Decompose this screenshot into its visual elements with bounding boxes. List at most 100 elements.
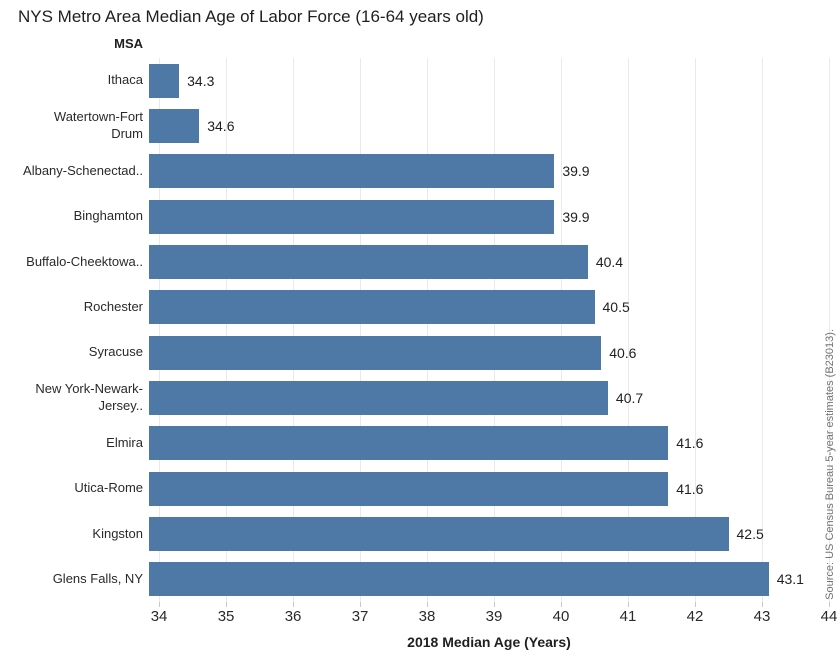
gridline: [628, 58, 629, 602]
bar[interactable]: [149, 63, 180, 98]
bar-value-label: 41.6: [676, 435, 704, 452]
category-label-line: Drum: [111, 125, 143, 141]
category-label: Albany-Schenectad..: [0, 149, 143, 194]
bar[interactable]: [149, 380, 608, 415]
bar-row: 39.9: [149, 149, 829, 194]
x-tick-mark: [762, 602, 763, 607]
x-tick-mark: [494, 602, 496, 607]
category-label: Watertown-Fort Drum: [0, 103, 143, 148]
gridline: [762, 58, 763, 602]
bar-row: 40.5: [149, 285, 829, 330]
source-note: Source: US Census Bureau 5-year estimate…: [824, 329, 836, 600]
bar-value-label: 40.6: [609, 344, 637, 361]
bar-row: 41.6: [149, 466, 829, 511]
bar-value-label: 40.7: [615, 389, 644, 406]
x-tick-mark: [561, 602, 563, 607]
x-tick-mark: [159, 602, 161, 607]
x-axis-title: 2018 Median Age (Years): [407, 634, 571, 650]
x-tick-mark: [695, 602, 696, 607]
bar[interactable]: [149, 471, 669, 506]
bar-row: 42.5: [149, 511, 829, 556]
bar-value-label: 39.9: [562, 208, 590, 225]
x-tick-label: 34: [150, 608, 168, 625]
bar[interactable]: [149, 108, 200, 143]
gridline: [427, 58, 429, 602]
bar-value-label: 40.5: [602, 299, 630, 316]
bar-row: 40.7: [149, 375, 829, 420]
x-tick-label: 35: [217, 608, 235, 625]
bar[interactable]: [149, 335, 602, 370]
x-tick-label: 41: [619, 608, 637, 625]
category-label: Binghamton: [0, 194, 143, 239]
gridline: [360, 58, 362, 602]
bar-value-label: 42.5: [736, 525, 764, 542]
bar[interactable]: [149, 562, 769, 597]
bar[interactable]: [149, 154, 555, 189]
x-tick-mark: [427, 602, 429, 607]
gridline: [226, 58, 228, 602]
category-label: New York-Newark- Jersey..: [0, 375, 143, 420]
category-label-line: Buffalo-Cheektowa..: [26, 253, 143, 269]
bar-value-label: 41.6: [676, 480, 704, 497]
chart-title: NYS Metro Area Median Age of Labor Force…: [18, 7, 484, 26]
gridline: [829, 58, 830, 602]
category-axis-header: MSA: [114, 36, 143, 51]
bar-row: 40.6: [149, 330, 829, 375]
gridline: [494, 58, 496, 602]
category-label-line: Syracuse: [88, 344, 143, 360]
bar[interactable]: [149, 199, 555, 234]
x-tick-mark: [360, 602, 362, 607]
category-label-line: Watertown-Fort: [53, 109, 143, 125]
gridline: [561, 58, 563, 602]
x-tick-label: 40: [552, 608, 570, 625]
gridline: [695, 58, 696, 602]
category-label-line: New York-Newark-: [35, 381, 143, 397]
category-label-line: Kingston: [92, 525, 143, 541]
gridline: [293, 58, 295, 602]
category-label-line: Albany-Schenectad..: [23, 162, 143, 178]
bar-value-label: 34.6: [207, 117, 235, 134]
category-label: Utica-Rome: [0, 466, 143, 511]
bar[interactable]: [149, 244, 588, 279]
gridline: [159, 58, 161, 602]
bar-row: 40.4: [149, 239, 829, 284]
x-tick-label: 36: [284, 608, 302, 625]
x-tick-label: 39: [485, 608, 503, 625]
bar-value-label: 43.1: [776, 571, 804, 588]
bar-row: 41.6: [149, 421, 829, 466]
bar-value-label: 34.3: [187, 72, 215, 89]
plot-area: 34.3 34.6 39.9 39.9 40.4 40.5 40.6 40.7 41.6 41.6…: [149, 58, 830, 602]
x-tick-label: 44: [820, 608, 838, 625]
category-label-line: Jersey..: [98, 397, 143, 413]
bar-row: 43.1: [149, 557, 829, 602]
x-axis: 34 35 36 37 38 39 40 41 42 43 44: [149, 602, 837, 632]
category-label-line: Ithaca: [107, 72, 143, 88]
category-label: Buffalo-Cheektowa..: [0, 239, 143, 284]
bar-value-label: 40.4: [595, 253, 624, 270]
category-label: Rochester: [0, 285, 143, 330]
bar-row: 34.3: [149, 58, 829, 103]
bar[interactable]: [149, 426, 669, 461]
category-labels-column: Ithaca Watertown-Fort Drum Albany-Schenecta…: [0, 58, 143, 602]
x-tick-label: 42: [686, 608, 704, 625]
category-label-line: Binghamton: [73, 208, 143, 224]
category-label-line: Utica-Rome: [74, 480, 143, 496]
bar[interactable]: [149, 516, 729, 551]
x-tick-mark: [829, 602, 830, 607]
category-label: Elmira: [0, 421, 143, 466]
category-label: Ithaca: [0, 58, 143, 103]
category-label-line: Elmira: [106, 434, 143, 450]
x-tick-label: 38: [418, 608, 436, 625]
category-label: Kingston: [0, 511, 143, 556]
category-label-line: Rochester: [83, 298, 143, 314]
bar-value-label: 39.9: [562, 163, 590, 180]
bar-row: 34.6: [149, 103, 829, 148]
x-tick-mark: [226, 602, 228, 607]
bar[interactable]: [149, 290, 595, 325]
x-tick-label: 37: [351, 608, 369, 625]
category-label: Syracuse: [0, 330, 143, 375]
x-tick-label: 43: [753, 608, 771, 625]
x-tick-mark: [293, 602, 295, 607]
x-tick-mark: [628, 602, 629, 607]
